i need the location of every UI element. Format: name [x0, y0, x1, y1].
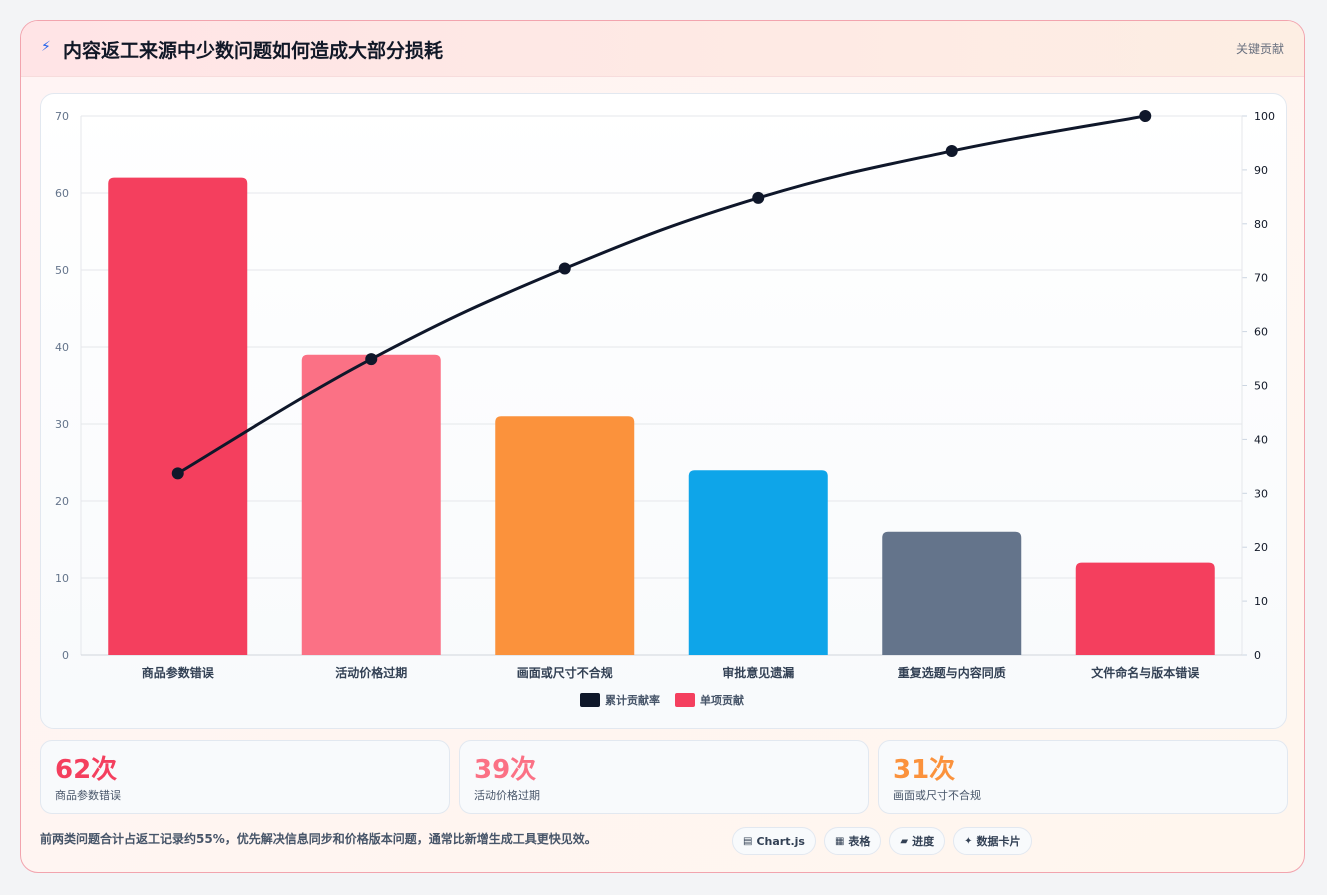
- y-left-tick-label: 0: [62, 649, 69, 662]
- y-left-tick-label: 60: [55, 187, 69, 200]
- chip-data-card[interactable]: ✦ 数据卡片: [953, 827, 1032, 855]
- table-icon: ▦: [834, 835, 845, 847]
- bar: [495, 416, 635, 655]
- x-tick-label: 活动价格过期: [335, 665, 407, 680]
- stat-card-2: 39次 活动价格过期: [459, 740, 869, 814]
- x-tick-label: 重复选题与内容同质: [898, 665, 1006, 680]
- chip-label: 进度: [912, 835, 935, 848]
- y-left-tick-label: 30: [55, 418, 69, 431]
- cumulative-point: [558, 262, 571, 275]
- report-card: ⚡ 内容返工来源中少数问题如何造成大部分损耗 关键贡献 0 10 20 30 40 50 6…: [20, 20, 1305, 873]
- y-right-tick-label: 40: [1254, 433, 1268, 446]
- chart-icon: ▤: [743, 835, 753, 847]
- card-header: ⚡ 内容返工来源中少数问题如何造成大部分损耗 关键贡献: [21, 21, 1304, 77]
- y-right-tick-label: 100: [1254, 110, 1275, 123]
- chip-table[interactable]: ▦ 表格: [823, 827, 882, 855]
- chip-progress[interactable]: ▰ 进度: [889, 827, 946, 855]
- y-right-tick-label: 70: [1254, 272, 1268, 285]
- bar: [301, 354, 441, 655]
- stat-value: 62次: [55, 755, 118, 785]
- y-left-tick-label: 70: [55, 110, 69, 123]
- y-right-tick-label: 30: [1254, 487, 1268, 500]
- feature-chips: ▤ Chart.js ▦ 表格 ▰ 进度 ✦ 数据卡片: [732, 827, 1032, 855]
- y-right-tick-label: 10: [1254, 595, 1268, 608]
- y-right-tick-label: 20: [1254, 541, 1268, 554]
- cumulative-point: [171, 467, 184, 480]
- y-right-tick-label: 80: [1254, 218, 1268, 231]
- y-right-tick-label: 60: [1254, 326, 1268, 339]
- x-tick-label: 画面或尺寸不合规: [517, 665, 613, 680]
- bar: [1075, 562, 1215, 655]
- card-title: 内容返工来源中少数问题如何造成大部分损耗: [63, 40, 444, 62]
- legend-swatch: [580, 693, 600, 707]
- stat-label: 画面或尺寸不合规: [893, 789, 981, 802]
- y-right-tick-label: 90: [1254, 164, 1268, 177]
- chip-chartjs[interactable]: ▤ Chart.js: [732, 827, 816, 855]
- cumulative-point: [1139, 110, 1152, 122]
- y-right-tick-label: 50: [1254, 380, 1268, 393]
- x-tick-label: 商品参数错误: [142, 665, 215, 680]
- legend-label: 单项贡献: [700, 693, 744, 707]
- stat-card-1: 62次 商品参数错误: [40, 740, 450, 814]
- legend-label: 累计贡献率: [605, 693, 660, 707]
- footnote: 前两类问题合计占返工记录约55%，优先解决信息同步和价格版本问题，通常比新增生成…: [40, 832, 597, 846]
- cumulative-point: [365, 353, 378, 366]
- bar: [108, 177, 248, 655]
- bar: [882, 531, 1022, 655]
- cumulative-point: [752, 191, 765, 204]
- lightning-icon: ⚡: [41, 39, 51, 55]
- x-tick-label: 文件命名与版本错误: [1091, 665, 1200, 680]
- legend-swatch: [675, 693, 695, 707]
- chip-label: 表格: [848, 835, 871, 848]
- stat-label: 活动价格过期: [474, 789, 540, 802]
- cumulative-point: [945, 145, 958, 158]
- chip-label: 数据卡片: [976, 835, 1021, 848]
- stat-value: 39次: [474, 755, 537, 785]
- header-tag: 关键贡献: [1235, 42, 1284, 56]
- cumulative-line: [176, 114, 1146, 475]
- stat-value: 31次: [893, 755, 956, 785]
- progress-icon: ▰: [900, 835, 909, 847]
- y-left-tick-label: 10: [55, 572, 69, 585]
- chip-label: Chart.js: [756, 834, 805, 848]
- pareto-chart: 0 10 20 30 40 50 60 70 0 10 20 30 40 50 60 70 80 90 100 商品参…: [55, 110, 1275, 707]
- y-left-tick-label: 50: [55, 264, 69, 277]
- bar: [688, 470, 828, 655]
- y-right-tick-label: 0: [1254, 649, 1261, 662]
- y-left-tick-label: 40: [55, 341, 69, 354]
- chart-panel: 0 10 20 30 40 50 60 70 0 10 20 30 40 50 60 70 80 90 100 商品参…: [40, 93, 1287, 729]
- stat-label: 商品参数错误: [55, 789, 121, 802]
- x-tick-label: 审批意见遗漏: [722, 665, 794, 680]
- sparkle-icon: ✦: [964, 835, 973, 847]
- y-left-tick-label: 20: [55, 495, 69, 508]
- stat-card-3: 31次 画面或尺寸不合规: [878, 740, 1288, 814]
